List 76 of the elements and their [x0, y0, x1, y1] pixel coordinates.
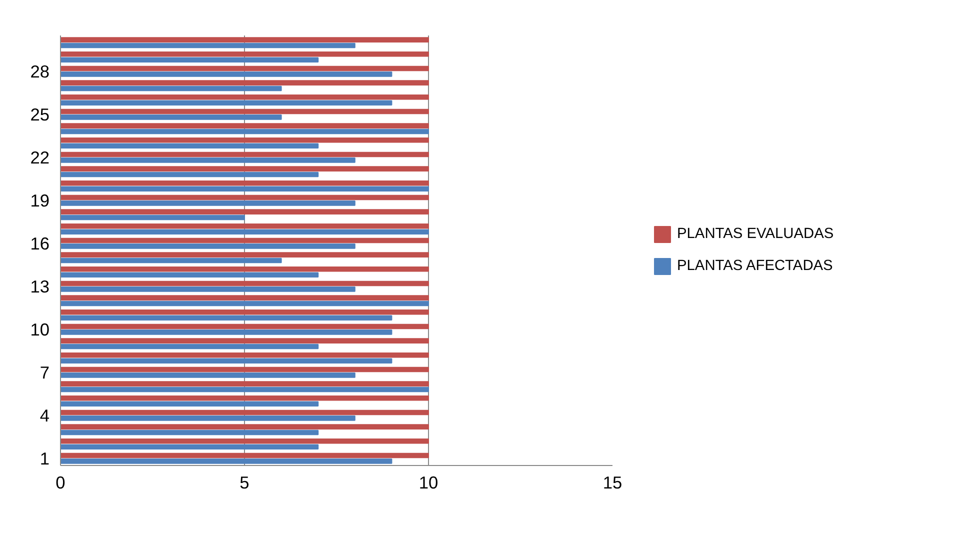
- y-tick-label: 7: [40, 362, 50, 382]
- bar: [60, 401, 319, 407]
- y-tick-label: 13: [30, 276, 50, 296]
- bar: [60, 166, 429, 172]
- bar: [60, 158, 356, 163]
- x-tick-label: 10: [418, 472, 438, 492]
- bar: [60, 438, 429, 444]
- bar: [60, 186, 429, 192]
- bar: [60, 143, 319, 149]
- y-tick-label: 1: [40, 448, 50, 468]
- bar: [60, 258, 282, 264]
- bar: [60, 223, 429, 229]
- bar: [60, 214, 245, 220]
- bar: [60, 72, 392, 77]
- bar: [60, 114, 282, 120]
- bar: [60, 344, 319, 350]
- bar: [60, 410, 429, 416]
- bar: [60, 94, 429, 100]
- bar: [60, 315, 392, 321]
- bar: [60, 358, 392, 364]
- bar: [60, 286, 356, 292]
- bar: [60, 42, 356, 48]
- bar: [60, 395, 429, 401]
- bar: [60, 51, 429, 57]
- bar: [60, 330, 392, 335]
- bar: [60, 200, 356, 206]
- y-tick-label: 19: [30, 190, 50, 210]
- bar: [60, 57, 319, 63]
- bar: [60, 137, 429, 143]
- bar: [60, 172, 319, 178]
- bar: [60, 108, 429, 114]
- y-tick-label: 16: [30, 233, 50, 254]
- bar: [60, 338, 429, 344]
- bar: [60, 352, 429, 358]
- y-tick-label: 22: [30, 147, 50, 168]
- bar: [60, 86, 282, 92]
- y-tick-label: 10: [30, 319, 50, 340]
- bar: [60, 424, 429, 430]
- y-tick-label: 25: [30, 104, 50, 124]
- bar: [60, 444, 319, 450]
- bar: [60, 452, 429, 458]
- bar: [60, 128, 429, 134]
- bar: [60, 300, 429, 306]
- bar: [60, 100, 392, 106]
- bar: [60, 244, 356, 249]
- x-tick-label: 15: [602, 472, 622, 492]
- legend-label: PLANTAS EVALUADAS: [677, 226, 834, 242]
- bar: [60, 416, 356, 421]
- bar: [60, 229, 429, 235]
- bar: [60, 386, 429, 392]
- bar: [60, 309, 429, 315]
- bar: [60, 280, 429, 286]
- bar: [60, 458, 392, 464]
- bar: [60, 324, 429, 330]
- bar: [60, 252, 429, 258]
- bar: [60, 152, 429, 158]
- y-tick-label: 4: [40, 405, 50, 426]
- bar: [60, 381, 429, 386]
- bar: [60, 66, 429, 72]
- bar: [60, 272, 319, 278]
- x-tick-label: 5: [240, 472, 250, 492]
- bar: [60, 194, 429, 200]
- bar: [60, 366, 429, 372]
- bar: [60, 238, 429, 244]
- bar: [60, 123, 429, 128]
- bar: [60, 80, 429, 86]
- y-tick-label: 28: [30, 61, 50, 82]
- legend-label: PLANTAS AFECTADAS: [677, 258, 833, 274]
- bar: [60, 430, 319, 436]
- bar: [60, 180, 429, 186]
- x-tick-label: 0: [56, 472, 66, 492]
- bar: [60, 266, 429, 272]
- bar: [60, 37, 429, 42]
- bar: [60, 372, 356, 378]
- bar: [60, 209, 429, 214]
- bar: [60, 295, 429, 300]
